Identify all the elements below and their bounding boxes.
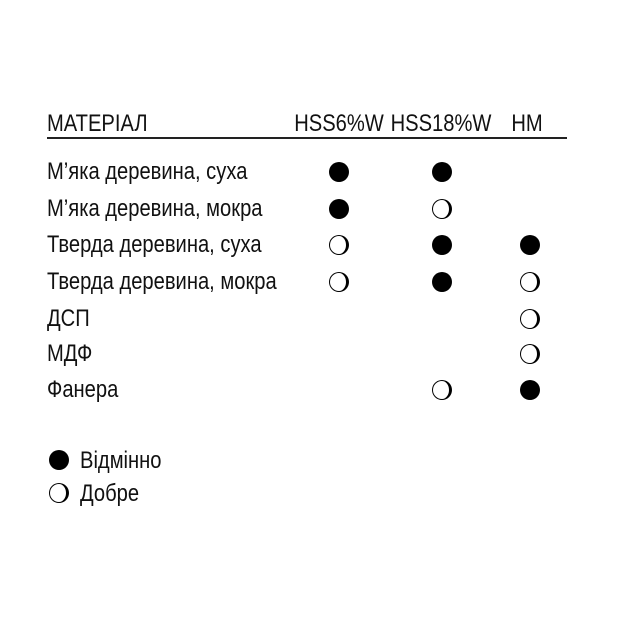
open-circle-icon [329, 272, 349, 292]
header-material: МАТЕРІАЛ [47, 110, 148, 137]
filled-circle-icon [432, 272, 452, 292]
filled-circle-icon [520, 235, 540, 255]
header-hss18: HSS18%W [390, 110, 492, 137]
row-material-label: Тверда деревина, суха [47, 231, 262, 258]
header-hss6: HSS6%W [294, 110, 384, 137]
row-material-label: М’яка деревина, суха [47, 158, 248, 185]
open-circle-icon [520, 344, 540, 364]
header-divider [47, 137, 567, 139]
row-material-label: М’яка деревина, мокра [47, 195, 263, 222]
filled-circle-icon [520, 380, 540, 400]
open-circle-icon [329, 235, 349, 255]
legend-open-circle-icon [49, 483, 69, 503]
filled-circle-icon [329, 199, 349, 219]
row-material-label: Фанера [47, 376, 119, 403]
open-circle-icon [520, 309, 540, 329]
row-material-label: Тверда деревина, мокра [47, 268, 277, 295]
header-hm: HM [511, 110, 543, 137]
open-circle-icon [520, 272, 540, 292]
open-circle-icon [432, 199, 452, 219]
filled-circle-icon [432, 235, 452, 255]
legend-filled-circle-icon [49, 450, 69, 470]
legend-good: Добре [80, 480, 140, 507]
open-circle-icon [432, 380, 452, 400]
filled-circle-icon [432, 162, 452, 182]
row-material-label: МДФ [47, 340, 93, 367]
legend-excellent: Відмінно [80, 447, 162, 474]
row-material-label: ДСП [47, 305, 90, 332]
filled-circle-icon [329, 162, 349, 182]
